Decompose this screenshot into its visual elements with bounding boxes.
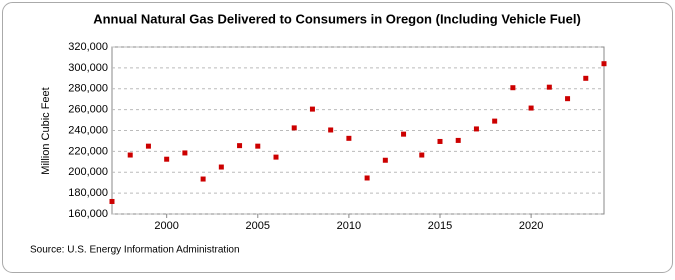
data-point: [127, 152, 133, 158]
data-point: [583, 75, 589, 81]
data-point: [565, 96, 571, 102]
data-point: [528, 105, 534, 111]
data-point: [419, 152, 425, 158]
data-point: [328, 127, 334, 133]
y-tick-label: 200,000: [68, 166, 108, 178]
data-point: [364, 175, 370, 181]
data-point: [437, 138, 443, 144]
data-point: [182, 150, 188, 156]
data-point: [473, 126, 479, 132]
x-tick-label: 2020: [519, 220, 543, 232]
x-tick-label: 2005: [246, 220, 270, 232]
y-tick-label: 280,000: [68, 83, 108, 95]
x-tick-label: 2000: [154, 220, 178, 232]
data-point: [255, 143, 261, 149]
y-tick-label: 260,000: [68, 104, 108, 116]
data-point: [237, 143, 243, 149]
data-point: [492, 118, 498, 124]
source-note: Source: U.S. Energy Information Administ…: [30, 245, 240, 256]
data-point: [145, 143, 151, 149]
y-tick-label: 160,000: [68, 208, 108, 220]
y-tick-label: 180,000: [68, 187, 108, 199]
data-point: [109, 198, 115, 204]
data-point: [455, 137, 461, 143]
x-tick-label: 2015: [428, 220, 452, 232]
data-point: [401, 131, 407, 137]
data-point: [218, 164, 224, 170]
data-point: [382, 157, 388, 163]
data-point: [546, 84, 552, 90]
data-point: [346, 135, 352, 141]
data-point: [273, 154, 279, 160]
data-point: [309, 106, 315, 112]
y-tick-label: 220,000: [68, 145, 108, 157]
data-point: [164, 156, 170, 162]
chart-title: Annual Natural Gas Delivered to Consumer…: [93, 11, 581, 26]
data-point: [601, 61, 607, 67]
data-point: [510, 85, 516, 91]
y-tick-label: 300,000: [68, 62, 108, 74]
x-tick-label: 2010: [337, 220, 361, 232]
y-tick-label: 240,000: [68, 124, 108, 136]
y-tick-label: 320,000: [68, 41, 108, 53]
y-axis-label: Million Cubic Feet: [40, 87, 52, 174]
data-point: [200, 176, 206, 182]
data-point: [291, 125, 297, 131]
